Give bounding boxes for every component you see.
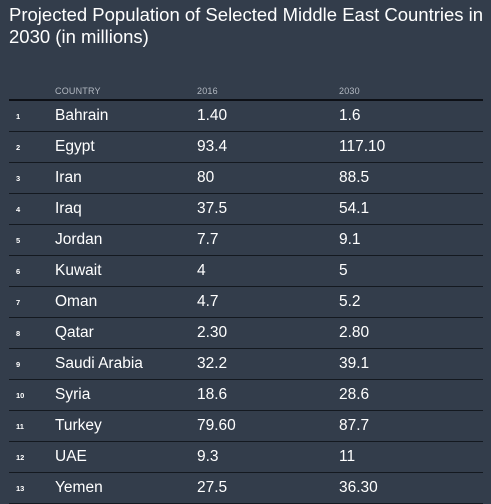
row-rank: 5	[16, 236, 21, 245]
column-header-2030: 2030	[339, 86, 360, 96]
value-2030-cell: 28.6	[339, 386, 370, 403]
country-cell: Kuwait	[55, 262, 102, 279]
country-cell: Bahrain	[55, 107, 109, 124]
value-2016-cell: 9.3	[197, 448, 219, 465]
row-rank: 7	[16, 298, 21, 307]
value-2016-cell: 37.5	[197, 200, 228, 217]
row-rank: 13	[16, 484, 25, 493]
table-row: 7 Oman 4.7 5.2	[9, 287, 483, 318]
country-cell: Oman	[55, 293, 98, 310]
value-2030-cell: 9.1	[339, 231, 361, 248]
row-rank: 9	[16, 360, 21, 369]
table-body: 1 Bahrain 1.40 1.6 2 Egypt 93.4 117.10 3 Iran 80 88…	[9, 101, 483, 504]
table-row: 4 Iraq 37.5 54.1	[9, 194, 483, 225]
row-rank: 10	[16, 391, 25, 400]
table-row: 10 Syria 18.6 28.6	[9, 380, 483, 411]
row-rank: 8	[16, 329, 21, 338]
row-rank: 1	[16, 112, 21, 121]
value-2016-cell: 93.4	[197, 138, 228, 155]
table-row: 6 Kuwait 4 5	[9, 256, 483, 287]
value-2016-cell: 18.6	[197, 386, 228, 403]
column-header-country: COUNTRY	[55, 86, 101, 96]
row-rank: 6	[16, 267, 21, 276]
table-row: 3 Iran 80 88.5	[9, 163, 483, 194]
country-cell: Qatar	[55, 324, 94, 341]
country-cell: Turkey	[55, 417, 102, 434]
country-cell: Syria	[55, 386, 91, 403]
value-2016-cell: 80	[197, 169, 215, 186]
value-2030-cell: 36.30	[339, 479, 378, 496]
country-cell: Iraq	[55, 200, 82, 217]
row-rank: 4	[16, 205, 21, 214]
chart-title: Projected Population of Selected Middle …	[9, 4, 484, 47]
table-row: 13 Yemen 27.5 36.30	[9, 473, 483, 504]
value-2030-cell: 54.1	[339, 200, 370, 217]
value-2030-cell: 88.5	[339, 169, 370, 186]
country-cell: Iran	[55, 169, 82, 186]
table-row: 1 Bahrain 1.40 1.6	[9, 101, 483, 132]
table-row: 12 UAE 9.3 11	[9, 442, 483, 473]
table-row: 8 Qatar 2.30 2.80	[9, 318, 483, 349]
value-2030-cell: 117.10	[339, 138, 386, 155]
value-2030-cell: 39.1	[339, 355, 370, 372]
row-rank: 2	[16, 143, 21, 152]
value-2016-cell: 1.40	[197, 107, 228, 124]
row-rank: 11	[16, 422, 24, 431]
country-cell: Yemen	[55, 479, 103, 496]
value-2030-cell: 1.6	[339, 107, 361, 124]
value-2016-cell: 4	[197, 262, 206, 279]
row-rank: 3	[16, 174, 21, 183]
header-divider	[9, 99, 483, 101]
value-2016-cell: 4.7	[197, 293, 219, 310]
value-2030-cell: 87.7	[339, 417, 370, 434]
country-cell: Saudi Arabia	[55, 355, 143, 372]
value-2030-cell: 5	[339, 262, 348, 279]
table-row: 9 Saudi Arabia 32.2 39.1	[9, 349, 483, 380]
table-row: 5 Jordan 7.7 9.1	[9, 225, 483, 256]
country-cell: UAE	[55, 448, 87, 465]
country-cell: Jordan	[55, 231, 103, 248]
table-row: 11 Turkey 79.60 87.7	[9, 411, 483, 442]
value-2016-cell: 32.2	[197, 355, 228, 372]
value-2016-cell: 79.60	[197, 417, 236, 434]
column-header-2016: 2016	[197, 86, 218, 96]
value-2030-cell: 5.2	[339, 293, 361, 310]
value-2030-cell: 11	[339, 448, 356, 465]
value-2016-cell: 2.30	[197, 324, 228, 341]
row-rank: 12	[16, 453, 25, 462]
value-2030-cell: 2.80	[339, 324, 370, 341]
table-row: 2 Egypt 93.4 117.10	[9, 132, 483, 163]
country-cell: Egypt	[55, 138, 95, 155]
table-header: COUNTRY 2016 2030	[9, 84, 483, 97]
value-2016-cell: 27.5	[197, 479, 228, 496]
data-table: COUNTRY 2016 2030 1 Bahrain 1.40 1.6 2 Egypt 9…	[9, 84, 483, 504]
value-2016-cell: 7.7	[197, 231, 219, 248]
